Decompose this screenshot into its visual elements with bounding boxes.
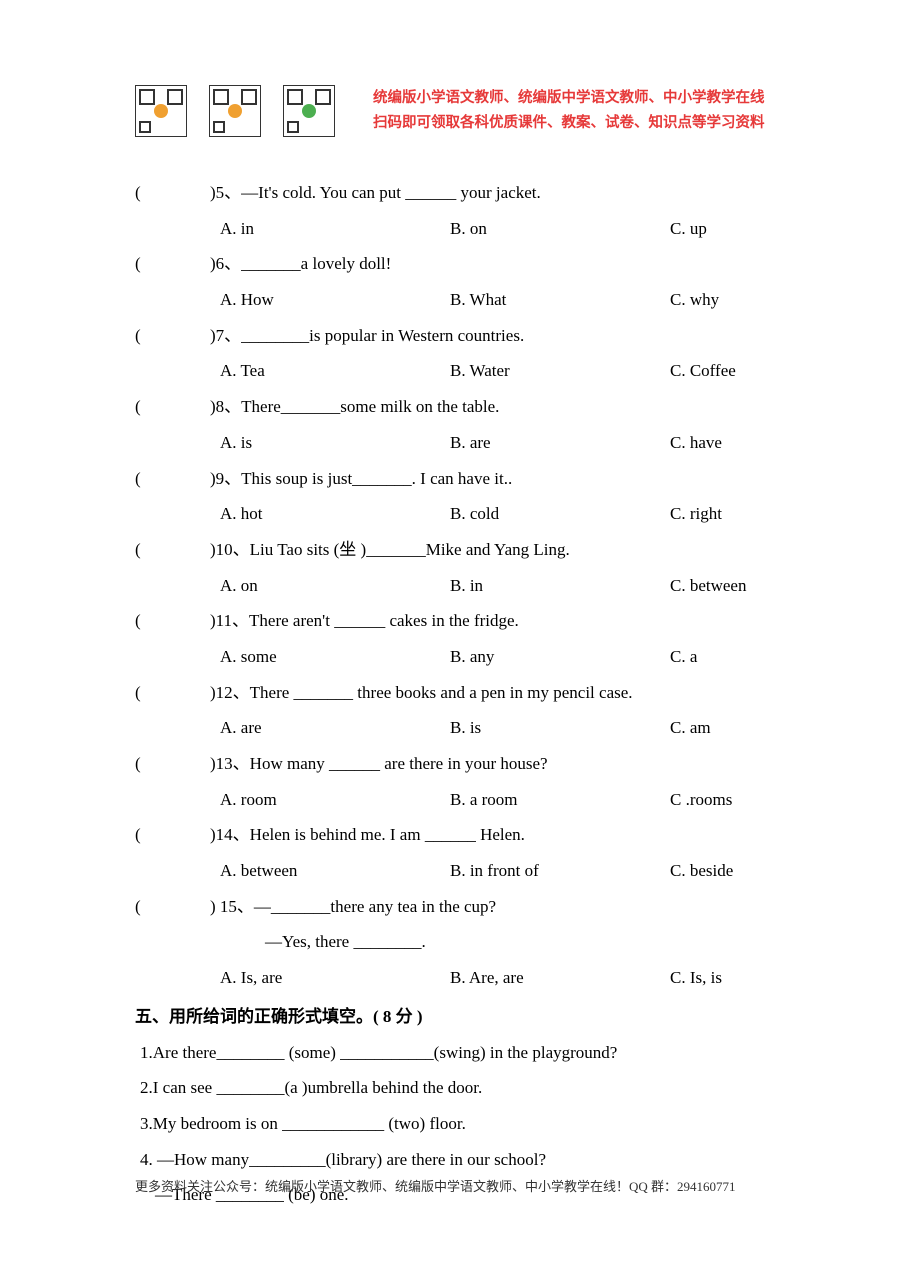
- qr-code-1: [135, 85, 187, 137]
- fill-question-3: 3.My bedroom is on ____________ (two) fl…: [135, 1106, 785, 1142]
- option-b: B. Water: [450, 353, 670, 389]
- qr-code-3: [283, 85, 335, 137]
- option-a: A. hot: [220, 496, 450, 532]
- option-c: C. have: [670, 425, 785, 461]
- question-6: ( )6、_______a lovely doll! A. How B. Wha…: [135, 246, 785, 317]
- answer-blank: (: [135, 817, 210, 853]
- question-11: ( )11、There aren't ______ cakes in the f…: [135, 603, 785, 674]
- option-b: B. What: [450, 282, 670, 318]
- option-a: A. Is, are: [220, 960, 450, 996]
- question-text: )8、There_______some milk on the table.: [210, 389, 785, 425]
- page-header: 统编版小学语文教师、统编版中学语文教师、中小学教学在线 扫码即可领取各科优质课件…: [135, 85, 785, 137]
- option-b: B. any: [450, 639, 670, 675]
- option-b: B. Are, are: [450, 960, 670, 996]
- option-c: C. Is, is: [670, 960, 785, 996]
- fill-question-2: 2.I can see ________(a )umbrella behind …: [135, 1070, 785, 1106]
- page-footer: 更多资料关注公众号：统编版小学语文教师、统编版中学语文教师、中小学教学在线！QQ…: [135, 1176, 785, 1195]
- option-b: B. in: [450, 568, 670, 604]
- question-12: ( )12、There _______ three books and a pe…: [135, 675, 785, 746]
- header-line-2: 扫码即可领取各科优质课件、教案、试卷、知识点等学习资料: [373, 111, 765, 136]
- header-line-1: 统编版小学语文教师、统编版中学语文教师、中小学教学在线: [373, 86, 765, 111]
- option-a: A. How: [220, 282, 450, 318]
- qr-code-2: [209, 85, 261, 137]
- answer-blank: (: [135, 389, 210, 425]
- option-a: A. Tea: [220, 353, 450, 389]
- option-a: A. on: [220, 568, 450, 604]
- answer-blank: (: [135, 889, 210, 925]
- answer-blank: (: [135, 603, 210, 639]
- question-5: ( )5、—It's cold. You can put ______ your…: [135, 175, 785, 246]
- header-text: 统编版小学语文教师、统编版中学语文教师、中小学教学在线 扫码即可领取各科优质课件…: [373, 86, 765, 135]
- option-c: C. between: [670, 568, 785, 604]
- question-15: ( ) 15、—_______there any tea in the cup?…: [135, 889, 785, 996]
- question-7: ( )7、________is popular in Western count…: [135, 318, 785, 389]
- section-5-title: 五、用所给词的正确形式填空。( 8 分 ): [135, 999, 785, 1035]
- content-area: ( )5、—It's cold. You can put ______ your…: [135, 175, 785, 1213]
- option-b: B. a room: [450, 782, 670, 818]
- question-text: ) 15、—_______there any tea in the cup?: [210, 889, 785, 925]
- option-a: A. in: [220, 211, 450, 247]
- option-c: C. up: [670, 211, 785, 247]
- question-text: )7、________is popular in Western countri…: [210, 318, 785, 354]
- option-a: A. between: [220, 853, 450, 889]
- question-text: )12、There _______ three books and a pen …: [210, 675, 785, 711]
- option-b: B. are: [450, 425, 670, 461]
- answer-blank: (: [135, 246, 210, 282]
- question-text: )13、How many ______ are there in your ho…: [210, 746, 785, 782]
- question-9: ( )9、This soup is just_______. I can hav…: [135, 461, 785, 532]
- question-text: )14、Helen is behind me. I am ______ Hele…: [210, 817, 785, 853]
- answer-blank: (: [135, 532, 210, 568]
- question-text: )11、There aren't ______ cakes in the fri…: [210, 603, 785, 639]
- answer-blank: (: [135, 746, 210, 782]
- option-c: C. Coffee: [670, 353, 785, 389]
- question-text: )10、Liu Tao sits (坐 )_______Mike and Yan…: [210, 532, 785, 568]
- option-c: C. beside: [670, 853, 785, 889]
- question-8: ( )8、There_______some milk on the table.…: [135, 389, 785, 460]
- option-c: C. right: [670, 496, 785, 532]
- option-b: B. on: [450, 211, 670, 247]
- question-13: ( )13、How many ______ are there in your …: [135, 746, 785, 817]
- option-b: B. cold: [450, 496, 670, 532]
- question-10: ( )10、Liu Tao sits (坐 )_______Mike and Y…: [135, 532, 785, 603]
- question-text: )6、_______a lovely doll!: [210, 246, 785, 282]
- qr-code-group: [135, 85, 335, 137]
- option-a: A. room: [220, 782, 450, 818]
- fill-question-1: 1.Are there________ (some) ___________(s…: [135, 1035, 785, 1071]
- answer-blank: (: [135, 175, 210, 211]
- option-c: C. a: [670, 639, 785, 675]
- option-a: A. are: [220, 710, 450, 746]
- question-text-2: —Yes, there ________.: [210, 924, 785, 960]
- question-text: )5、—It's cold. You can put ______ your j…: [210, 175, 785, 211]
- answer-blank: (: [135, 318, 210, 354]
- question-text: )9、This soup is just_______. I can have …: [210, 461, 785, 497]
- option-b: B. is: [450, 710, 670, 746]
- fill-question-4: 4. —How many_________(library) are there…: [135, 1142, 785, 1178]
- question-14: ( )14、Helen is behind me. I am ______ He…: [135, 817, 785, 888]
- option-b: B. in front of: [450, 853, 670, 889]
- option-c: C .rooms: [670, 782, 785, 818]
- answer-blank: (: [135, 675, 210, 711]
- option-c: C. why: [670, 282, 785, 318]
- option-c: C. am: [670, 710, 785, 746]
- option-a: A. is: [220, 425, 450, 461]
- answer-blank: (: [135, 461, 210, 497]
- option-a: A. some: [220, 639, 450, 675]
